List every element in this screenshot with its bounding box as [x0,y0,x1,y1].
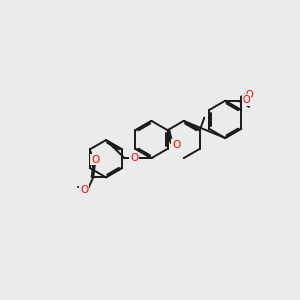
Text: O: O [80,185,88,195]
Text: O: O [91,154,99,165]
Text: O: O [172,140,180,150]
Text: O: O [130,152,138,163]
Text: O: O [245,90,253,100]
Text: O: O [243,95,250,105]
